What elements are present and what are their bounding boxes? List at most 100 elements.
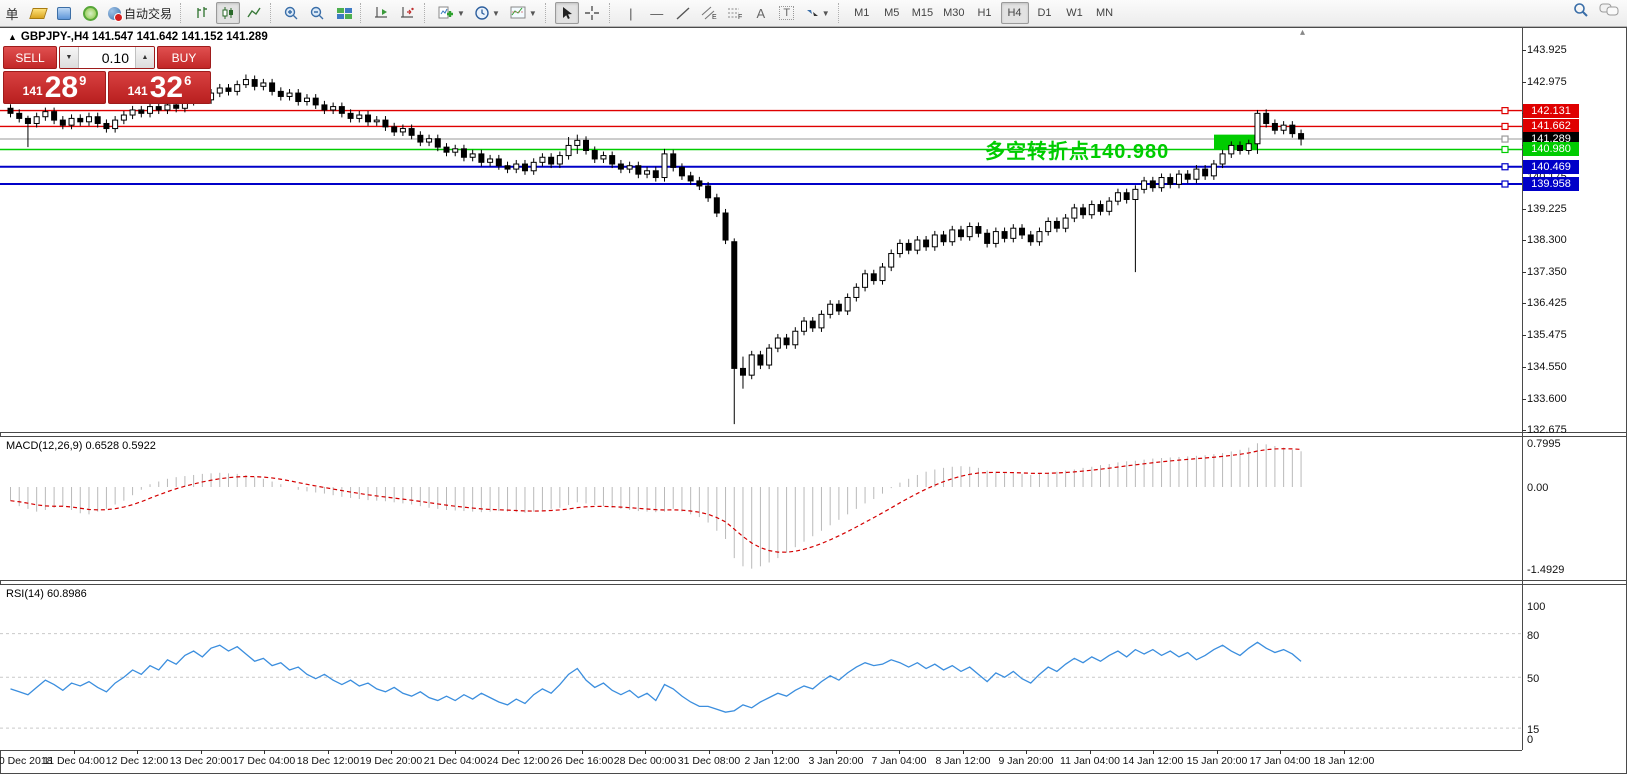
add-indicator-button[interactable]: ▼: [434, 2, 469, 24]
candle-bull: [1106, 200, 1113, 212]
timeframe-m5[interactable]: M5: [884, 7, 900, 19]
arrows-tool[interactable]: ▼: [801, 2, 834, 24]
candle-bull: [818, 313, 825, 329]
candle-bull: [661, 153, 668, 179]
dropdown-caret[interactable]: ▼: [528, 8, 537, 18]
candle-bear: [295, 92, 302, 103]
timeframe-h1[interactable]: H1: [977, 7, 992, 19]
candle-bull: [68, 117, 75, 126]
chart-candles-button[interactable]: [216, 2, 241, 24]
candle-bull: [600, 155, 607, 160]
navigator-icon[interactable]: [52, 2, 76, 24]
date-label: 18 Dec 12:00: [296, 755, 360, 767]
candle-bear: [1053, 220, 1060, 229]
buy-price-sup: 6: [184, 73, 192, 88]
line-handle: [1501, 135, 1509, 143]
date-tick: [455, 750, 456, 754]
candle-bull: [766, 347, 773, 366]
sell-price-prefix: 141: [22, 84, 43, 98]
price-label-140.980: 140.980: [1523, 142, 1579, 157]
chat-icon[interactable]: [1599, 3, 1619, 21]
candle-bull: [33, 116, 40, 124]
price-label-141.662: 141.662: [1523, 119, 1579, 134]
volume-decrease-button[interactable]: ▼: [60, 47, 79, 68]
candle-bear: [635, 165, 642, 175]
text-label-tool[interactable]: T: [775, 2, 799, 24]
macd-panel-canvas[interactable]: [0, 437, 1522, 580]
periods-button[interactable]: ▼: [471, 2, 504, 24]
date-label: 15 Jan 20:00: [1186, 755, 1248, 767]
date-tick: [391, 750, 392, 754]
candle-bear: [705, 185, 712, 199]
rsi-panel-canvas[interactable]: [0, 585, 1522, 750]
cursor-button[interactable]: [554, 2, 579, 24]
candle-bull: [914, 239, 921, 251]
chart-shift-button[interactable]: [396, 2, 420, 24]
candle-bear: [609, 155, 616, 165]
date-tick: [1344, 750, 1345, 754]
autotrading-button[interactable]: 自动交易: [104, 2, 176, 24]
search-icon[interactable]: [1573, 2, 1589, 21]
separator: [837, 3, 844, 23]
sell-button[interactable]: SELL: [3, 46, 57, 69]
splitter-main-macd-2[interactable]: [0, 436, 1627, 437]
market-watch-icon[interactable]: [26, 2, 50, 24]
timeframe-h4[interactable]: H4: [1000, 2, 1029, 24]
price-tick: 143.925: [1527, 44, 1567, 56]
tick-mark: [1522, 430, 1526, 432]
candle-bear: [984, 232, 991, 244]
candle-bull: [452, 148, 459, 153]
splitter-main-macd[interactable]: [0, 432, 1627, 433]
dropdown-caret[interactable]: ▼: [821, 8, 830, 18]
candle-bull: [286, 92, 293, 97]
candle-bear: [173, 104, 180, 109]
date-label: 21 Dec 04:00: [423, 755, 487, 767]
volume-increase-button[interactable]: ▲: [135, 47, 154, 68]
dropdown-caret[interactable]: ▼: [491, 8, 500, 18]
timeframe-mn[interactable]: MN: [1095, 7, 1114, 19]
candle-bear: [225, 87, 232, 92]
timeframe-m15[interactable]: M15: [911, 7, 934, 19]
candle-bull: [801, 320, 808, 332]
templates-button[interactable]: ▼: [506, 2, 541, 24]
candle-bull: [513, 163, 520, 170]
candle-bull: [234, 84, 241, 92]
signals-icon[interactable]: [78, 2, 102, 24]
timeframe-m1[interactable]: M1: [854, 7, 870, 19]
zoom-out-button[interactable]: [306, 2, 330, 24]
timeframe-m30[interactable]: M30: [943, 7, 965, 19]
fibonacci-tool[interactable]: F: [723, 2, 747, 24]
line-handle: [1501, 163, 1509, 171]
main-chart-canvas[interactable]: [0, 28, 1522, 432]
buy-price-quote[interactable]: 141 32 6: [108, 71, 211, 104]
rsi-line: [10, 641, 1302, 713]
tile-windows-button[interactable]: [332, 2, 356, 24]
candle-bull: [966, 226, 973, 238]
splitter-macd-rsi[interactable]: [0, 580, 1627, 581]
candle-bear: [521, 163, 528, 172]
buy-button[interactable]: BUY: [157, 46, 211, 69]
timeframe-w1[interactable]: W1: [1066, 7, 1083, 19]
channel-tool[interactable]: E: [697, 2, 721, 24]
candle-bear: [269, 82, 276, 92]
text-tool[interactable]: A: [756, 5, 766, 21]
timeframe-d1[interactable]: D1: [1037, 7, 1052, 19]
tick-mark: [1522, 335, 1526, 337]
crosshair-button[interactable]: [581, 2, 605, 24]
splitter-macd-rsi-2[interactable]: [0, 584, 1627, 585]
volume-input[interactable]: 0.10: [79, 47, 135, 68]
dropdown-caret[interactable]: ▼: [457, 8, 465, 18]
zoom-in-button[interactable]: [280, 2, 304, 24]
vertical-line-tool[interactable]: |: [629, 5, 633, 21]
candle-bear: [251, 79, 258, 87]
sell-price-quote[interactable]: 141 28 9: [3, 71, 106, 104]
chart-bars-button[interactable]: [190, 2, 214, 24]
chart-line-button[interactable]: [242, 2, 266, 24]
autoscroll-button[interactable]: [370, 2, 394, 24]
chart-annotation-text[interactable]: 多空转折点140.980: [985, 141, 1170, 164]
horizontal-line-tool[interactable]: —: [650, 5, 664, 21]
new-order-button[interactable]: 单: [5, 6, 19, 22]
date-tick: [645, 750, 646, 754]
candle-bear: [24, 117, 31, 124]
trendline-tool[interactable]: [671, 2, 695, 24]
